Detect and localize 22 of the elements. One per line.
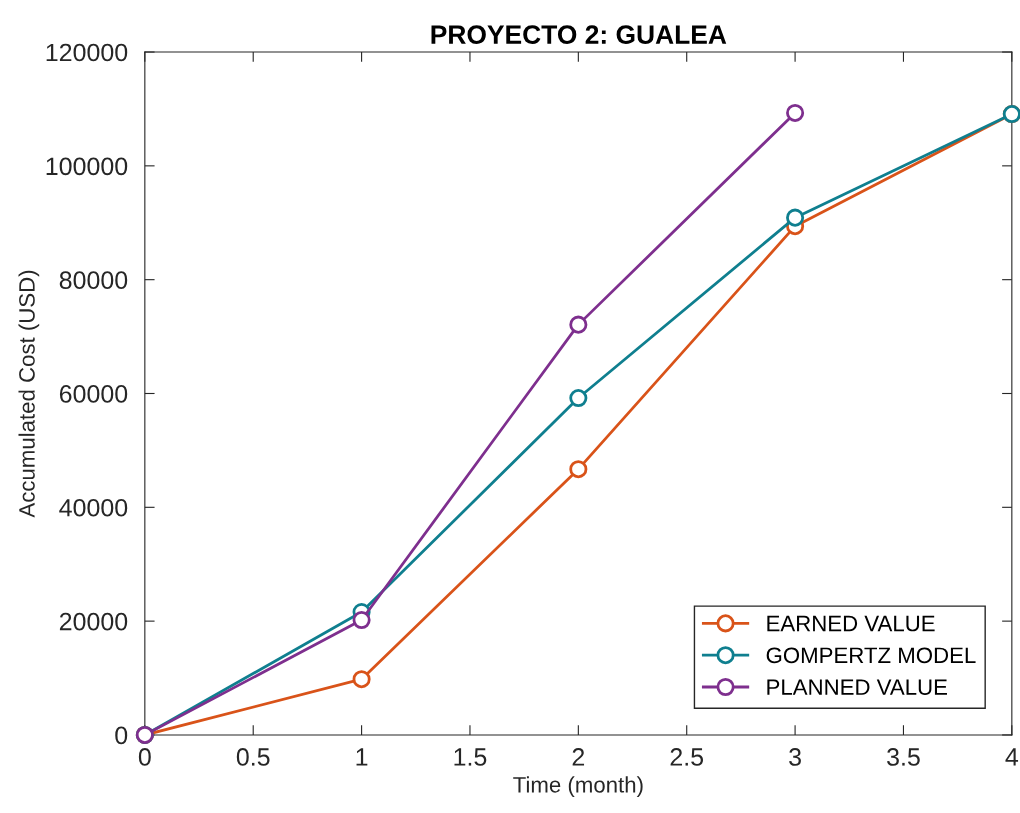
x-axis-title: Time (month) [513, 776, 643, 798]
x-tick-label: 1 [356, 748, 368, 766]
y-tick-label: 20000 [59, 612, 128, 631]
x-tick-label: 2 [572, 748, 585, 766]
y-tick-label: 100000 [46, 157, 128, 176]
x-tick-label: 3.5 [887, 748, 920, 766]
y-tick-label: 80000 [59, 271, 128, 289]
x-tick-label: 2.5 [670, 748, 704, 766]
legend-label: EARNED VALUE [767, 615, 935, 632]
legend-label: PLANNED VALUE [767, 679, 947, 695]
x-tick-label: 4 [1005, 748, 1019, 766]
y-axis-title: Accumulated Cost (USD) [18, 270, 40, 518]
y-tick-label: 60000 [59, 385, 128, 403]
y-tick-label: 0 [115, 726, 128, 745]
legend-label: GOMPERTZ MODEL [766, 647, 976, 664]
y-tick-label: 120000 [46, 43, 128, 62]
y-tick-label: 40000 [59, 498, 128, 517]
chart-title: PROYECTO 2: GUALEA [431, 25, 727, 44]
x-tick-label: 0 [138, 748, 151, 766]
x-tick-label: 0.5 [236, 748, 270, 766]
x-tick-label: 1.5 [454, 748, 487, 766]
x-tick-label: 3 [789, 748, 801, 766]
